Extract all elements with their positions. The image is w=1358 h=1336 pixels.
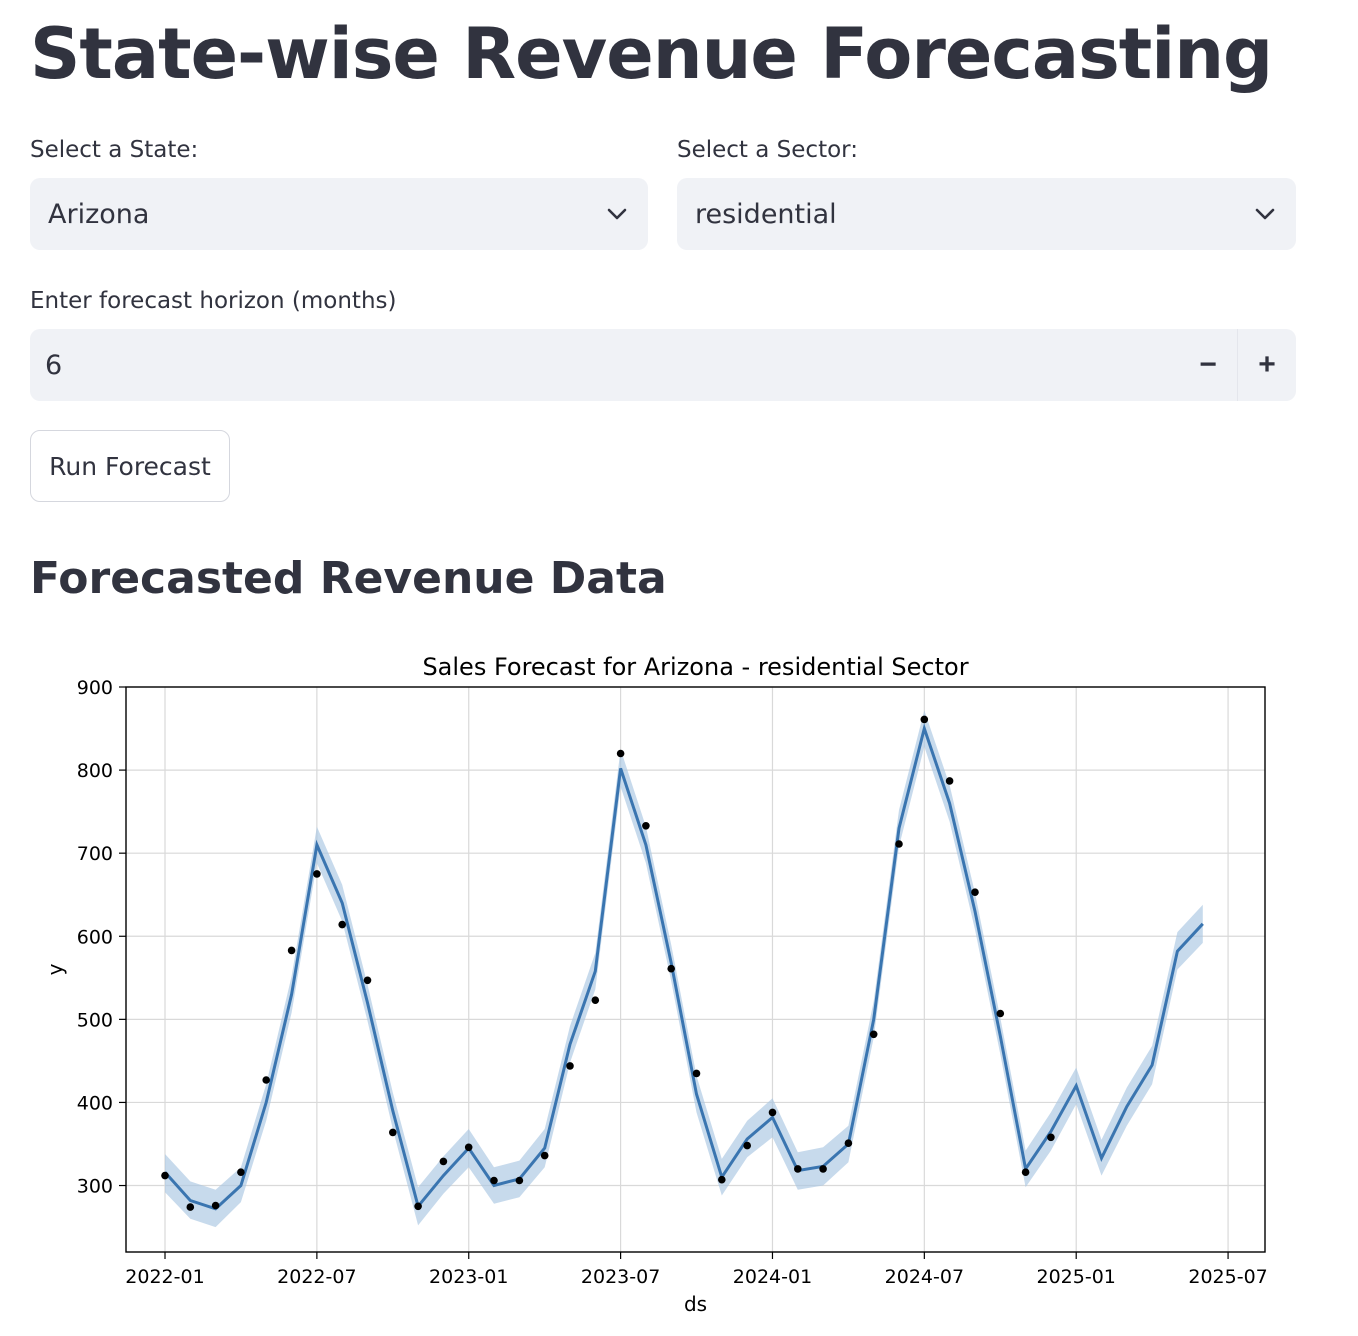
y-tick-label: 400	[77, 1092, 113, 1114]
observed-point	[1021, 1168, 1030, 1176]
forecast-interval-band	[165, 710, 1203, 1228]
y-tick-label: 900	[77, 677, 113, 699]
observed-point	[616, 749, 625, 758]
observed-point	[439, 1157, 448, 1166]
state-select-value: Arizona	[48, 198, 150, 230]
x-tick-label: 2022-07	[277, 1266, 356, 1288]
observed-point	[1047, 1133, 1055, 1142]
increment-button[interactable]: +	[1258, 348, 1276, 381]
horizon-input-label: Enter forecast horizon (months)	[30, 288, 397, 314]
observed-point	[490, 1176, 498, 1185]
observed-point	[262, 1076, 271, 1084]
observed-point	[363, 976, 372, 985]
sector-select[interactable]: residential	[677, 178, 1296, 250]
observed-point	[338, 920, 347, 929]
observed-point	[237, 1168, 245, 1176]
state-select-label: Select a State:	[30, 137, 199, 163]
y-tick-label: 600	[77, 926, 113, 948]
observed-point	[591, 996, 600, 1004]
y-tick-label: 800	[77, 760, 113, 782]
x-tick-label: 2024-01	[733, 1266, 812, 1288]
y-tick-label: 700	[77, 843, 113, 865]
observed-point	[515, 1176, 524, 1185]
chart-title: Sales Forecast for Arizona - residential…	[422, 653, 968, 681]
forecast-chart: 300 400 500 600 700 800 900 2022-01 2022-07 2023-…	[43, 653, 1268, 1316]
x-tick-label: 2023-01	[429, 1266, 508, 1288]
sector-select-label: Select a Sector:	[677, 137, 858, 163]
observed-point	[819, 1165, 827, 1173]
observed-point	[869, 1030, 878, 1039]
observed-point	[920, 715, 929, 724]
y-axis-label: y	[43, 963, 67, 975]
observed-point	[996, 1009, 1005, 1018]
chevron-down-icon	[1252, 201, 1278, 227]
observed-point	[642, 822, 650, 830]
observed-point	[768, 1108, 777, 1117]
observed-point	[540, 1151, 549, 1160]
decrement-button[interactable]: −	[1179, 329, 1238, 401]
observed-point	[743, 1141, 751, 1150]
horizon-input-field[interactable]: 6	[45, 349, 63, 381]
observed-point	[945, 777, 954, 785]
x-axis-label: ds	[684, 1292, 707, 1316]
horizon-number-input: 6 − +	[30, 329, 1296, 401]
state-select[interactable]: Arizona	[30, 178, 648, 250]
sector-select-value: residential	[695, 198, 837, 230]
forecast-line	[163, 723, 1204, 1211]
observed-point	[211, 1201, 220, 1210]
observed-point	[844, 1139, 853, 1147]
observed-point	[186, 1203, 195, 1211]
observed-point	[667, 964, 675, 973]
x-tick-label: 2025-07	[1188, 1266, 1267, 1288]
observed-point	[794, 1165, 802, 1173]
y-tick-label: 300	[77, 1176, 113, 1198]
y-tick-label: 500	[77, 1009, 113, 1031]
observed-point	[313, 870, 321, 878]
observed-point	[464, 1143, 473, 1152]
x-tick-label: 2023-07	[581, 1266, 660, 1288]
section-subheader: Forecasted Revenue Data	[30, 553, 667, 604]
observed-point	[895, 840, 903, 848]
observed-point	[718, 1175, 726, 1184]
observed-point	[566, 1062, 574, 1070]
observed-point	[161, 1171, 169, 1180]
run-forecast-button[interactable]: Run Forecast	[30, 430, 230, 502]
chevron-down-icon	[604, 201, 630, 227]
observed-point	[287, 946, 296, 955]
plot-frame	[125, 686, 1266, 1253]
page-title: State-wise Revenue Forecasting	[30, 13, 1273, 95]
observed-point	[971, 888, 979, 896]
x-tick-label: 2024-07	[885, 1266, 964, 1288]
x-tick-label: 2025-01	[1037, 1266, 1116, 1288]
x-tick-label: 2022-01	[125, 1266, 204, 1288]
observed-point	[389, 1128, 397, 1137]
observed-point	[692, 1069, 701, 1078]
observed-point	[414, 1202, 422, 1211]
